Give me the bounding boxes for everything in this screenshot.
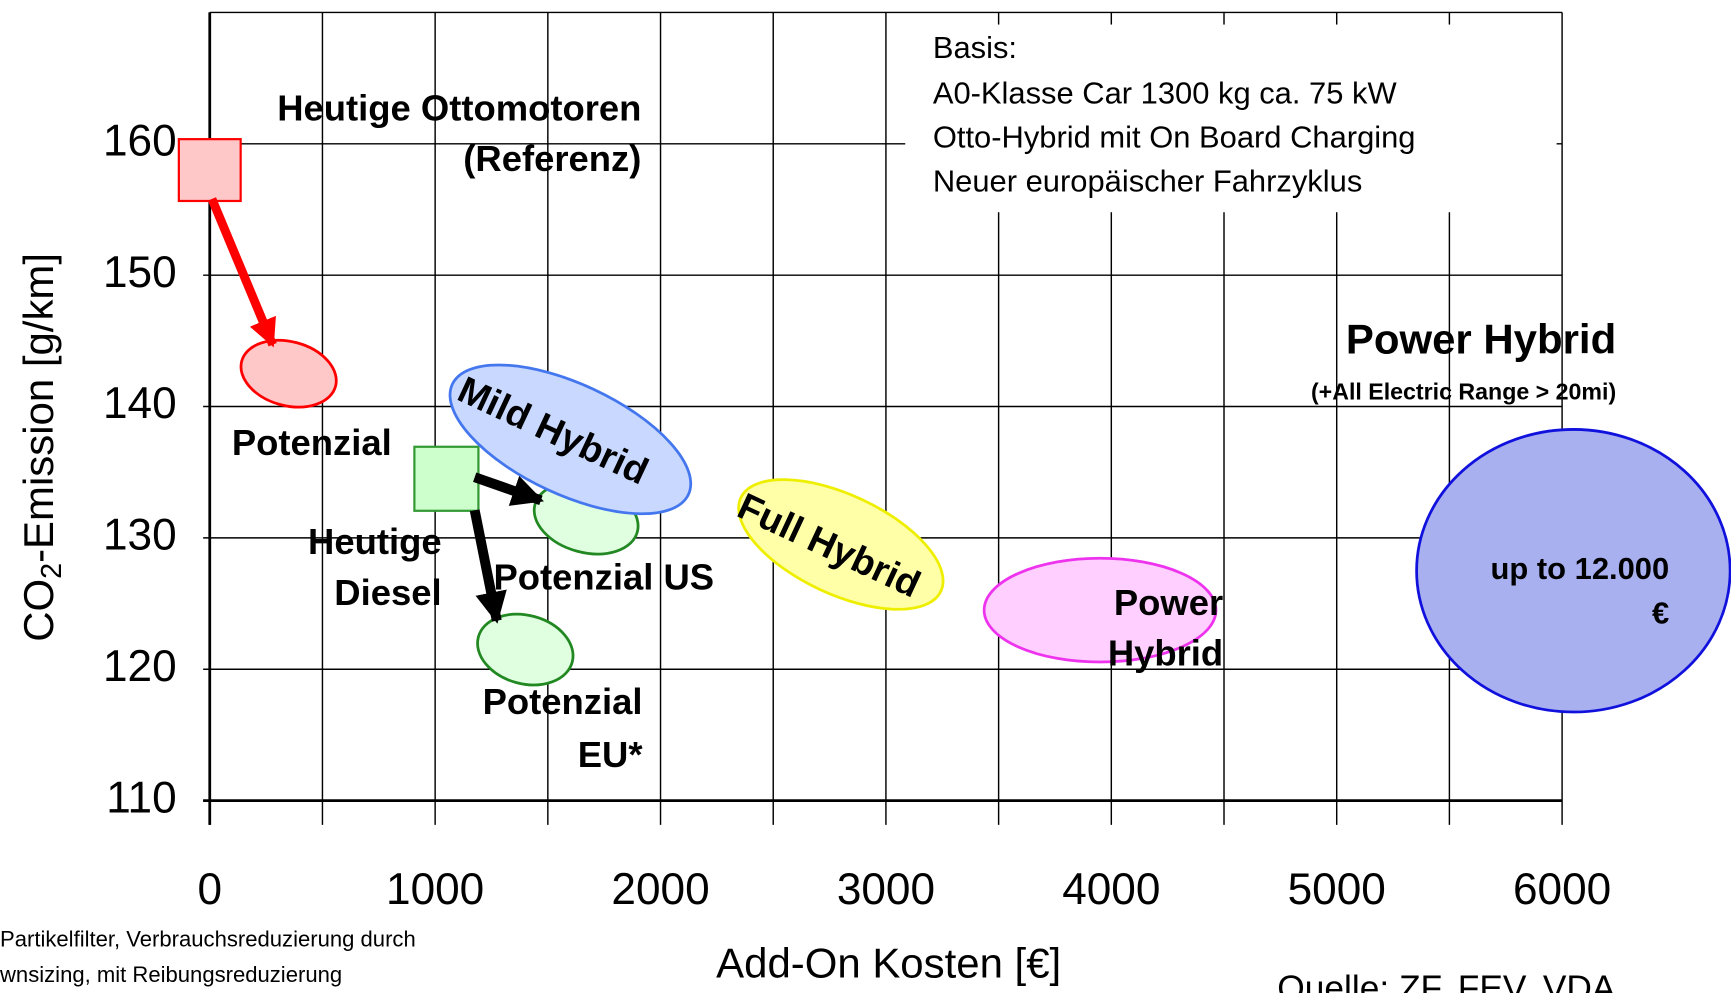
x-tick-label: 4000	[1062, 865, 1160, 914]
y-tick-label: 150	[103, 248, 177, 297]
region-ellipse	[982, 556, 1218, 664]
footnote: wnsizing, mit Reibungsreduzierung	[0, 962, 342, 987]
basis-line: Basis:	[933, 30, 1017, 65]
basis-box	[905, 24, 1557, 213]
y-tick-label: 110	[106, 773, 176, 822]
basis-line: Neuer europäischer Fahrzyklus	[933, 164, 1362, 199]
x-axis-label: Add-On Kosten [€]	[716, 939, 1061, 986]
arrow	[469, 509, 507, 624]
x-tick-label: 5000	[1288, 865, 1386, 914]
x-tick-label: 6000	[1513, 865, 1611, 914]
power-hybrid-title: Power Hybrid	[1346, 316, 1616, 363]
point-label: up to 12.000	[1491, 551, 1670, 586]
x-tick-label: 0	[197, 865, 222, 914]
arrow	[473, 472, 544, 506]
point-label: Heutige Ottomotoren	[277, 87, 641, 128]
region-ellipse	[737, 478, 945, 611]
point-label: Potenzial	[232, 422, 392, 463]
x-tick-label: 1000	[386, 865, 484, 914]
x-tick-label: 2000	[611, 865, 709, 914]
square-marker	[177, 138, 242, 203]
arrow	[207, 197, 277, 348]
square-marker	[413, 445, 480, 512]
y-label-sub: 2	[36, 563, 68, 579]
y-tick-label: 120	[103, 642, 177, 691]
point-label: EU*	[578, 734, 644, 775]
y-axis-label: CO2-Emission [g/km]	[15, 253, 68, 642]
y-tick-label: 160	[103, 116, 177, 165]
basis-line: Otto-Hybrid mit On Board Charging	[933, 120, 1416, 155]
y-label-part: -Emission [g/km]	[15, 253, 62, 563]
point-label: Potenzial US	[493, 556, 714, 597]
point-label: Power	[1114, 582, 1223, 623]
marks	[177, 138, 1731, 714]
point-label: Heutige	[308, 521, 442, 562]
point-label: Potenzial	[483, 681, 643, 722]
region-ellipse	[1415, 428, 1731, 714]
point-label: Diesel	[334, 572, 441, 613]
power-hybrid-note: (+All Electric Range > 20mi)	[1311, 378, 1616, 404]
y-label-part: CO	[15, 579, 62, 642]
point-label: Hybrid	[1108, 633, 1223, 674]
region-ellipse	[239, 338, 338, 409]
point-label: (Referenz)	[463, 138, 641, 179]
region-ellipse	[476, 612, 575, 687]
source: Quelle: ZF, FEV, VDA	[1277, 969, 1616, 993]
y-tick-label: 140	[103, 379, 177, 428]
point-label: €	[1652, 595, 1669, 630]
footnote: Partikelfilter, Verbrauchsreduzierung du…	[0, 927, 416, 952]
x-tick-label: 3000	[837, 865, 935, 914]
basis-line: A0-Klasse Car 1300 kg ca. 75 kW	[933, 75, 1398, 110]
region-ellipse	[448, 363, 693, 516]
y-tick-label: 130	[103, 511, 177, 560]
